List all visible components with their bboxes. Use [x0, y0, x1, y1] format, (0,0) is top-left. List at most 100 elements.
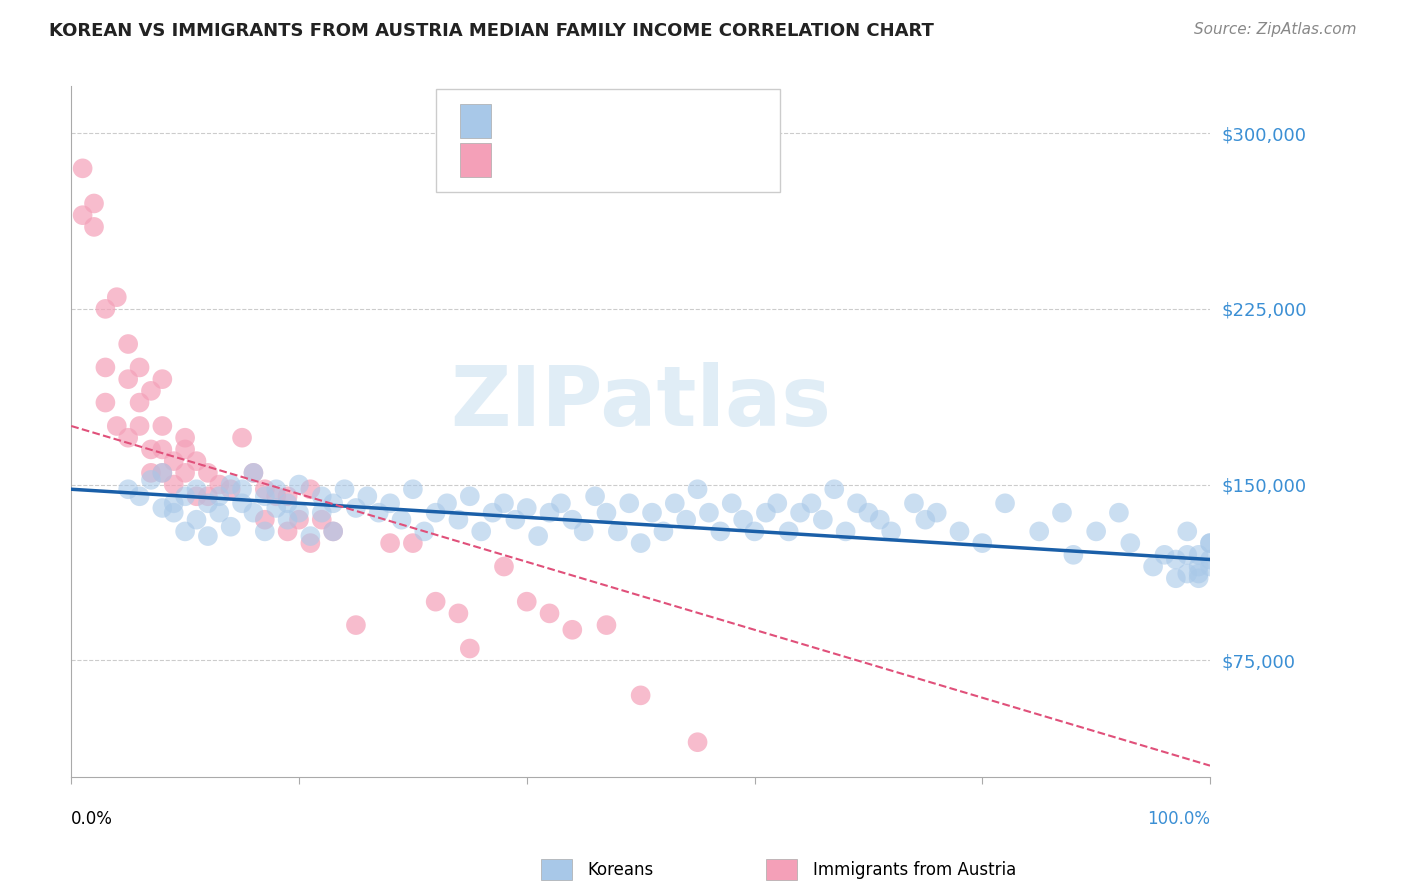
Point: [72, 161, 94, 176]
Point: [1188, 566, 1211, 581]
Point: [231, 431, 253, 445]
Text: Source: ZipAtlas.com: Source: ZipAtlas.com: [1194, 22, 1357, 37]
Point: [253, 489, 276, 503]
Point: [413, 524, 436, 539]
Point: [253, 482, 276, 496]
Point: [253, 513, 276, 527]
Point: [914, 513, 936, 527]
Text: R = -0.308   N = 110: R = -0.308 N = 110: [505, 112, 709, 130]
Text: ZIPatlas: ZIPatlas: [450, 362, 831, 443]
Point: [595, 618, 617, 632]
Point: [208, 506, 231, 520]
Point: [105, 290, 128, 304]
Point: [606, 524, 628, 539]
Point: [163, 496, 186, 510]
Point: [675, 513, 697, 527]
Point: [744, 524, 766, 539]
Point: [197, 496, 219, 510]
Point: [1119, 536, 1142, 550]
Point: [436, 496, 458, 510]
Point: [755, 506, 778, 520]
Point: [447, 513, 470, 527]
Point: [117, 337, 139, 351]
Point: [925, 506, 948, 520]
Point: [561, 623, 583, 637]
Point: [322, 524, 344, 539]
Point: [277, 489, 299, 503]
Point: [1050, 506, 1073, 520]
Point: [709, 524, 731, 539]
Point: [242, 466, 264, 480]
Point: [733, 513, 755, 527]
Point: [1175, 524, 1198, 539]
Point: [492, 559, 515, 574]
Point: [1188, 548, 1211, 562]
Point: [583, 489, 606, 503]
Point: [219, 519, 242, 533]
Point: [231, 482, 253, 496]
Point: [1028, 524, 1050, 539]
Point: [139, 384, 162, 398]
Point: [163, 506, 186, 520]
Point: [139, 442, 162, 457]
Point: [94, 395, 117, 409]
Point: [299, 529, 322, 543]
Point: [1153, 548, 1175, 562]
Point: [1108, 506, 1130, 520]
Point: [686, 482, 709, 496]
Point: [538, 607, 561, 621]
Point: [139, 466, 162, 480]
Point: [619, 496, 641, 510]
Point: [595, 506, 617, 520]
Point: [174, 489, 197, 503]
Point: [83, 196, 105, 211]
Point: [505, 513, 527, 527]
Point: [253, 524, 276, 539]
Point: [299, 536, 322, 550]
Text: 0.0%: 0.0%: [72, 810, 112, 828]
Point: [402, 482, 425, 496]
Point: [880, 524, 903, 539]
Point: [139, 473, 162, 487]
Point: [425, 595, 447, 609]
Point: [322, 524, 344, 539]
Point: [150, 466, 173, 480]
Point: [1085, 524, 1108, 539]
Point: [492, 496, 515, 510]
Point: [242, 506, 264, 520]
Point: [858, 506, 880, 520]
Point: [811, 513, 834, 527]
Point: [800, 496, 823, 510]
Point: [242, 466, 264, 480]
Point: [1164, 571, 1187, 585]
Point: [641, 506, 664, 520]
Point: [1199, 559, 1222, 574]
Point: [630, 689, 652, 703]
Point: [311, 489, 333, 503]
Point: [391, 513, 413, 527]
Point: [299, 482, 322, 496]
Point: [264, 482, 287, 496]
Point: [186, 513, 208, 527]
Point: [264, 500, 287, 515]
Point: [481, 506, 503, 520]
Text: Immigrants from Austria: Immigrants from Austria: [813, 861, 1017, 879]
Point: [470, 524, 492, 539]
Point: [664, 496, 686, 510]
Point: [778, 524, 800, 539]
Point: [128, 360, 150, 375]
Point: [527, 529, 550, 543]
Point: [697, 506, 720, 520]
Point: [516, 500, 538, 515]
Point: [208, 489, 231, 503]
Point: [72, 208, 94, 222]
Point: [766, 496, 789, 510]
Point: [516, 595, 538, 609]
Point: [402, 536, 425, 550]
Point: [288, 477, 311, 491]
Point: [458, 641, 481, 656]
Point: [1199, 552, 1222, 566]
Point: [834, 524, 856, 539]
Point: [208, 477, 231, 491]
Point: [458, 489, 481, 503]
